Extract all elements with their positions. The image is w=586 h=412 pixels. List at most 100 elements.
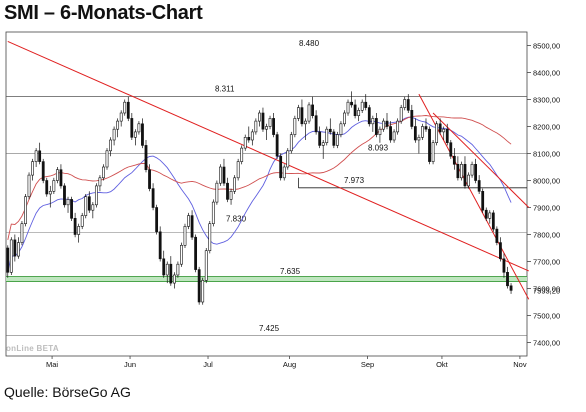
candle-up (105, 150, 109, 168)
candle-up (66, 199, 70, 206)
candle-up (470, 164, 474, 176)
level-label-7830: 7.830 (226, 214, 247, 223)
candle-up (123, 101, 127, 114)
y-tick-label: 8100,00 (533, 150, 560, 159)
candle-down (162, 258, 166, 276)
candle-down (452, 155, 456, 165)
y-tick-label: 8200,00 (533, 123, 560, 132)
candle-up (442, 128, 446, 133)
candle-up (9, 239, 13, 273)
candle-down (328, 128, 332, 133)
candle-up (321, 142, 325, 146)
source-caption: Quelle: BörseGo AG (4, 384, 131, 400)
y-tick-label: 7700,00 (533, 258, 560, 267)
candle-up (265, 126, 268, 130)
x-tick-label: Jun (124, 360, 136, 369)
candle-up (460, 164, 463, 179)
candle-up (421, 126, 424, 138)
candle-up (360, 101, 364, 111)
candle-up (27, 174, 31, 198)
candle-up (325, 128, 329, 143)
candle-down (456, 164, 460, 179)
candle-down (222, 166, 226, 184)
candle-up (254, 120, 258, 133)
candle-down (261, 112, 265, 130)
candle-down (169, 263, 173, 284)
candle-down (364, 101, 368, 108)
candle-up (55, 169, 59, 181)
trendline (7, 40, 529, 272)
candle-up (399, 107, 403, 122)
y-tick-label: 7600,00 (533, 285, 560, 294)
candle-down (484, 209, 488, 219)
candle-up (52, 180, 56, 192)
candle-up (91, 204, 95, 211)
candle-up (378, 128, 382, 135)
candle-down (63, 185, 66, 206)
candle-down (506, 271, 509, 287)
candle-up (84, 196, 88, 216)
y-tick-label: 8000,00 (533, 177, 560, 186)
candle-up (417, 137, 421, 141)
x-tick-label: Okt (436, 360, 449, 369)
candle-down (367, 107, 371, 125)
last-price-label: 7593,20 (533, 286, 560, 295)
candle-down (6, 247, 10, 273)
candle-up (102, 166, 105, 179)
candle-up (215, 182, 219, 203)
candle-down (144, 145, 148, 170)
y-tick-label: 8500,00 (533, 42, 560, 51)
moving-average-line (7, 116, 512, 273)
candle-up (180, 245, 183, 265)
candle-down (438, 123, 442, 133)
candle-down (350, 101, 353, 106)
candle-down (155, 207, 159, 233)
level-label-8480: 8.480 (299, 39, 320, 48)
candle-up (343, 112, 346, 125)
candle-down (311, 104, 314, 117)
candle-down (491, 212, 495, 230)
candle-up (346, 101, 350, 114)
x-tick-label: Mai (46, 360, 58, 369)
candle-down (190, 215, 194, 238)
candle-down (158, 231, 162, 260)
candle-down (87, 196, 91, 211)
candle-up (382, 120, 385, 130)
candle-up (240, 147, 244, 162)
candle-down (463, 164, 467, 187)
plot-frame (5, 31, 528, 357)
candle-up (392, 131, 396, 141)
candle-up (204, 250, 208, 281)
candlestick-chart: 8.480 8.311 8.093 7.973 7.830 7.635 7.425 8500,… (5, 31, 560, 369)
candle-up (488, 212, 492, 219)
chart-title: SMI – 6-Monats-Chart (4, 2, 203, 24)
candle-down (502, 258, 506, 273)
candle-down (247, 137, 251, 141)
candle-up (208, 223, 212, 251)
candle-down (449, 142, 453, 157)
candle-down (151, 188, 155, 208)
candle-up (396, 120, 400, 133)
candle-down (197, 269, 201, 303)
candle-down (332, 131, 336, 146)
candle-down (300, 107, 304, 125)
candle-up (201, 280, 205, 303)
candle-down (413, 126, 417, 141)
candle-up (133, 131, 137, 138)
y-tick-label: 7500,00 (533, 312, 560, 321)
candle-up (268, 118, 272, 127)
candle-down (477, 180, 481, 192)
x-tick-label: Jul (203, 360, 213, 369)
candle-up (304, 120, 307, 125)
candle-down (45, 180, 49, 195)
candle-up (34, 150, 38, 162)
candle-down (226, 182, 229, 200)
candle-up (233, 177, 237, 192)
candle-down (474, 164, 478, 181)
candle-down (130, 118, 134, 138)
candle-up (357, 110, 361, 117)
trendline (432, 112, 530, 208)
candle-down (59, 169, 63, 187)
candle-up (282, 166, 286, 179)
candle-down (279, 155, 283, 179)
